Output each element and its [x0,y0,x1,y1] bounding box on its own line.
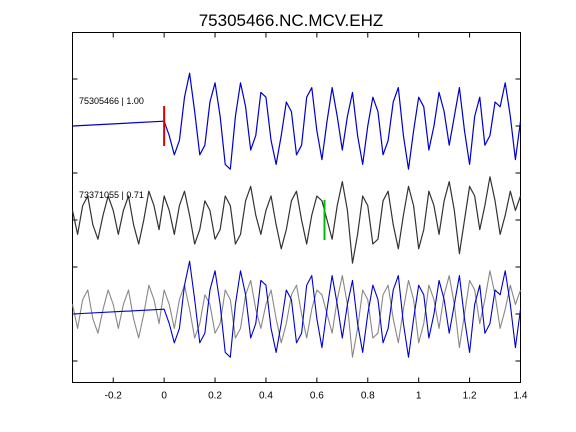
x-tick-label: 1 [416,391,422,402]
chart-title: 75305466.NC.MCV.EHZ [199,11,384,30]
x-tick-label: 0.6 [310,391,324,402]
x-tick-label: 1.4 [514,391,528,402]
x-tick-label: -0.2 [105,391,123,402]
traces: 75305466 | 1.00 73371055 | 0.71 [71,72,522,358]
trace-label-2: 73371055 | 0.71 [79,190,144,200]
trace-line-1 [72,72,522,170]
y-tick-marks [72,78,521,362]
x-tick-label: 0 [161,391,167,402]
trace-line-2 [71,176,522,264]
overlay-trace-2 [71,270,522,358]
trace-label-1: 75305466 | 1.00 [79,96,144,106]
x-tick-label: 0.2 [208,391,222,402]
x-tick-label: 0.4 [259,391,273,402]
x-tick-label: 1.2 [463,391,477,402]
plot-frame [72,32,521,383]
x-tick-label: 0.8 [361,391,375,402]
overlay-trace-1 [72,260,522,358]
x-axis: -0.2 0 0.2 0.4 0.6 0.8 1 1.2 1.4 [105,32,528,402]
